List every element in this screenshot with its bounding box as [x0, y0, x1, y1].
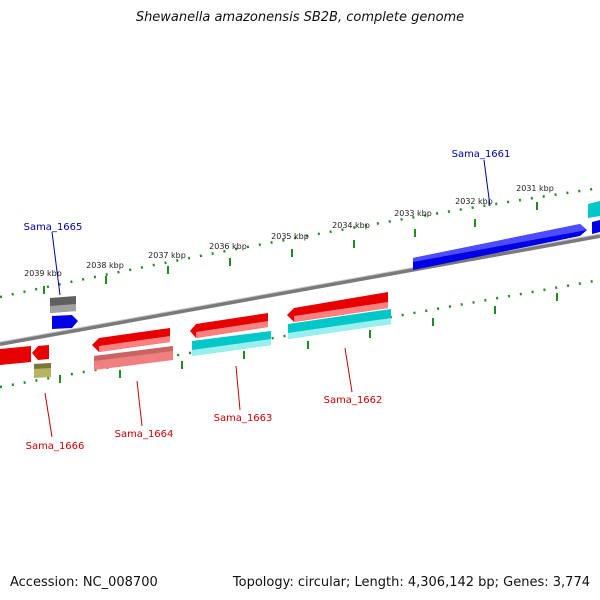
map-title: Shewanella amazonensis SB2B, complete ge…	[135, 10, 465, 25]
feature-sama-1661-shade	[413, 224, 587, 262]
topology-text: Topology: circular; Length: 4,306,142 bp…	[232, 575, 590, 590]
gene-label-sama-1664[interactable]: Sama_1664	[115, 429, 174, 440]
outer-major-ticks	[43, 202, 538, 294]
feature-sama-1666-a[interactable]	[0, 346, 31, 365]
gene-label-sama-1661[interactable]: Sama_1661	[452, 149, 511, 160]
feature-pink-1664-shade	[94, 346, 173, 361]
feature-olive-shade	[34, 363, 51, 369]
kbp-label-2037: 2037 kbp	[148, 251, 186, 260]
feature-cds-right-blue[interactable]	[592, 220, 600, 234]
inner-major-ticks	[59, 293, 558, 383]
genome-backbone-highlight	[0, 233, 600, 343]
feature-sama-1663-shade	[196, 321, 268, 338]
feature-sama-1664-shade	[99, 336, 170, 352]
feature-gray-top-shade	[50, 304, 76, 313]
outer-tick-ring	[0, 186, 600, 299]
inner-tick-ring	[0, 278, 600, 389]
accession-text: Accession: NC_008700	[10, 575, 158, 590]
kbp-label-2032: 2032 kbp	[455, 197, 493, 206]
label-leaders	[44, 159, 491, 438]
kbp-label-2038: 2038 kbp	[86, 261, 124, 270]
kbp-label-2031: 2031 kbp	[516, 184, 554, 193]
gene-label-sama-1666[interactable]: Sama_1666	[26, 441, 85, 452]
feature-cyan-1662-shade	[288, 318, 391, 339]
gene-label-sama-1665[interactable]: Sama_1665	[24, 222, 83, 233]
feature-sama-1666-b[interactable]	[32, 345, 49, 360]
feature-sama-1662-shade	[294, 302, 388, 322]
kbp-label-2035: 2035 kbp	[271, 232, 309, 241]
kbp-label-2036: 2036 kbp	[209, 242, 247, 251]
kbp-label-2034: 2034 kbp	[332, 221, 370, 230]
feature-cyan-right[interactable]	[588, 201, 600, 218]
gene-label-sama-1662[interactable]: Sama_1662	[324, 395, 383, 406]
feature-cyan-1663-shade	[192, 339, 271, 356]
genome-backbone	[0, 234, 600, 346]
gene-label-sama-1663[interactable]: Sama_1663	[214, 413, 273, 424]
feature-sama-1665[interactable]	[52, 315, 78, 329]
kbp-label-2039: 2039 kbp	[24, 269, 62, 278]
kbp-label-2033: 2033 kbp	[394, 209, 432, 218]
